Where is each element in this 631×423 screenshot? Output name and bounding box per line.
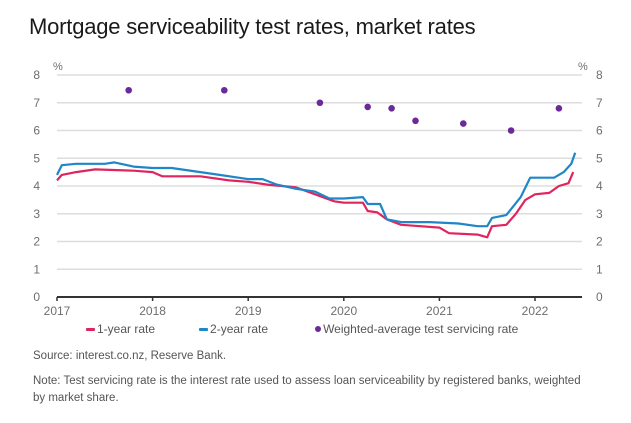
legend-swatch-1-year xyxy=(86,327,95,331)
source-text: Source: interest.co.nz, Reserve Bank. xyxy=(33,350,227,362)
note-text: Note: Test servicing rate is the interes… xyxy=(33,375,581,404)
y-tick-label-left: 1 xyxy=(33,262,40,276)
x-tick-label: 2018 xyxy=(139,304,166,318)
y-tick-label-left: 2 xyxy=(33,235,40,249)
legend-item-weighted-average: Weighted-average test servicing rate xyxy=(315,322,518,336)
x-tick-label: 2019 xyxy=(235,304,262,318)
legend-swatch-2-year xyxy=(199,327,209,331)
y-tick-label-left: 3 xyxy=(33,207,40,221)
y-tick-label-right: 1 xyxy=(596,262,603,276)
series-lines xyxy=(56,152,577,239)
y-tick-label-right: 6 xyxy=(596,124,603,138)
weighted-average-point xyxy=(412,117,419,125)
x-tick-label: 2020 xyxy=(330,304,357,318)
x-tick-label: 2017 xyxy=(44,304,71,318)
legend-label: 1-year rate xyxy=(97,322,156,336)
legend-label: 2-year rate xyxy=(210,322,269,336)
y-tick-label-right: 3 xyxy=(596,207,603,221)
y-tick-label-left: 4 xyxy=(33,179,40,193)
y-axis-right: 0 1 2 3 4 5 6 7 8 xyxy=(596,68,603,304)
2-year-rate-line xyxy=(56,152,577,228)
legend: 1-year rate 2-year rate Weighted-average… xyxy=(86,322,518,336)
weighted-average-point xyxy=(507,127,515,134)
x-tick-label: 2021 xyxy=(426,304,453,318)
y-unit-left: % xyxy=(53,61,63,73)
x-axis: 2017 2018 2019 2020 2021 2022 xyxy=(44,296,582,318)
1-year-rate-line xyxy=(56,168,575,239)
series-scatter xyxy=(125,86,563,134)
y-tick-label-left: 6 xyxy=(33,124,40,138)
y-tick-label-left: 5 xyxy=(33,151,40,165)
legend-item-2-year: 2-year rate xyxy=(199,322,268,336)
weighted-average-point xyxy=(555,105,563,112)
y-axis-left: 0 1 2 3 4 5 6 7 8 xyxy=(33,68,40,304)
y-tick-label-right: 2 xyxy=(596,235,603,249)
legend-swatch-weighted-average xyxy=(315,326,322,332)
weighted-average-point xyxy=(364,103,372,111)
y-tick-label-left: 0 xyxy=(33,290,40,304)
gridlines xyxy=(57,74,582,270)
weighted-average-point xyxy=(221,86,228,94)
weighted-average-point xyxy=(460,120,467,127)
y-tick-label-left: 8 xyxy=(33,68,40,82)
y-tick-label-right: 4 xyxy=(596,179,603,193)
weighted-average-point xyxy=(316,99,324,107)
legend-item-1-year: 1-year rate xyxy=(86,322,155,336)
legend-label: Weighted-average test servicing rate xyxy=(323,322,519,336)
weighted-average-point xyxy=(388,105,395,112)
y-tick-label-left: 7 xyxy=(33,96,40,110)
y-tick-label-right: 5 xyxy=(596,151,603,165)
chart-title: Mortgage serviceability test rates, mark… xyxy=(29,14,476,39)
y-tick-label-right: 0 xyxy=(596,290,603,304)
y-tick-label-right: 7 xyxy=(596,96,603,110)
y-unit-right: % xyxy=(578,61,588,73)
weighted-average-point xyxy=(125,86,132,94)
y-tick-label-right: 8 xyxy=(596,68,603,82)
x-tick-label: 2022 xyxy=(522,304,549,318)
